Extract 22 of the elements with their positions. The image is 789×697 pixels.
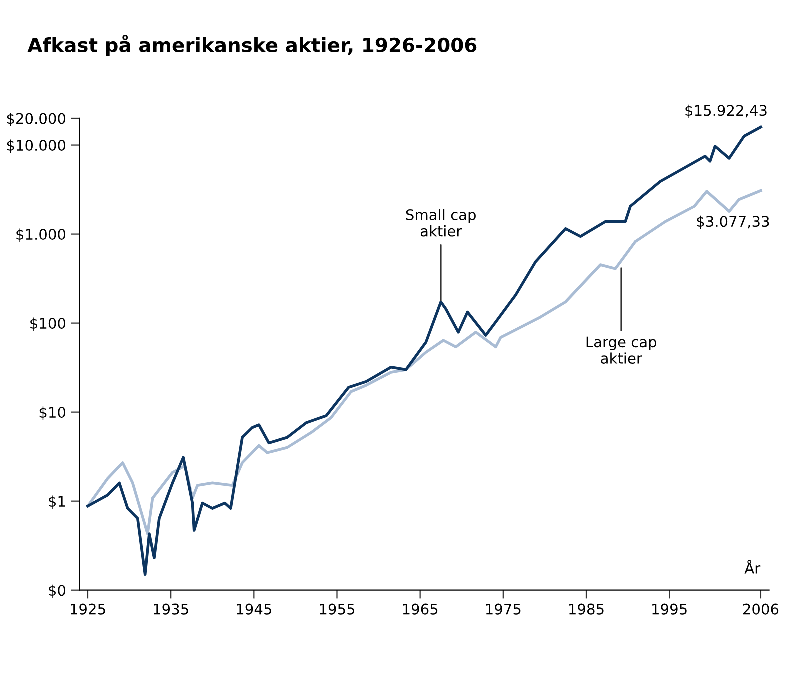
annotation: $15.922,43 xyxy=(686,104,767,118)
x-tick-label: 1935 xyxy=(154,604,188,615)
y-tick-label: $1 xyxy=(49,496,66,510)
x-tick-label: 1925 xyxy=(71,604,106,615)
x-tick-label: 1975 xyxy=(486,604,521,615)
x-axis-title: År xyxy=(744,560,761,574)
chart-title: Afkast på amerikanske aktier, 1926-2006 xyxy=(28,35,477,56)
x-tick-label: 2006 xyxy=(743,604,779,615)
x-tick-label: 1945 xyxy=(237,604,272,615)
y-tick-label: $1.000 xyxy=(16,228,66,242)
annotation: Small cap aktier xyxy=(406,209,476,237)
x-tick-label: 1955 xyxy=(320,604,355,615)
x-tick-label: 1995 xyxy=(652,604,687,615)
y-tick-label: $0 xyxy=(49,584,66,598)
y-tick-label: $100 xyxy=(30,318,66,331)
x-tick-label: 1965 xyxy=(403,604,438,615)
y-tick-label: $10 xyxy=(40,406,66,420)
x-tick-label: 1985 xyxy=(570,604,604,615)
annotation: Large cap aktier xyxy=(586,336,657,364)
y-tick-label: $20.000 xyxy=(7,112,66,126)
annotation: $3.077,33 xyxy=(697,216,770,230)
y-tick-label: $10.000 xyxy=(7,140,66,153)
